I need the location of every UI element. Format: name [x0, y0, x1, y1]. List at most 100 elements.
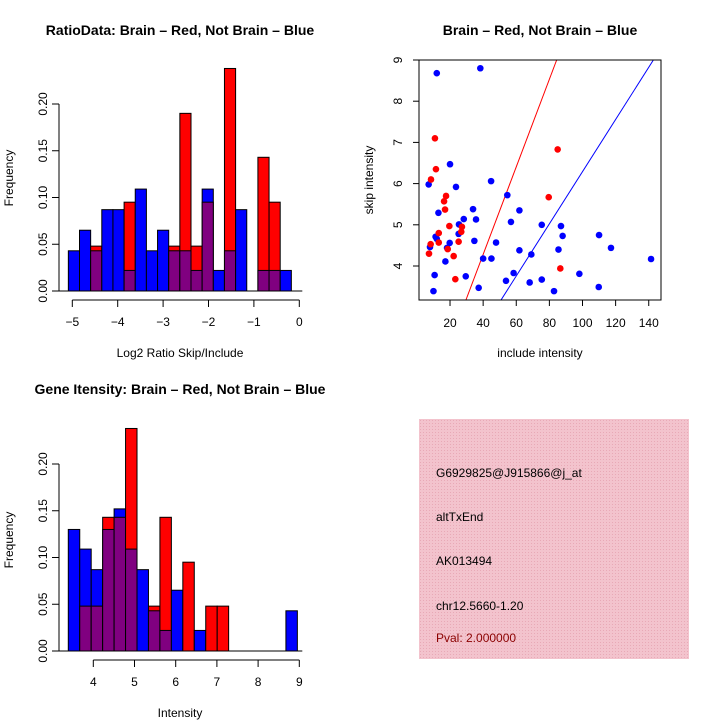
scatter-point-not-brain — [538, 276, 546, 283]
info-panel-background — [419, 419, 689, 659]
ratio-histogram-bar-not-brain — [212, 269, 225, 292]
scatter-point-not-brain — [492, 239, 500, 246]
scatter-point-not-brain — [510, 269, 517, 277]
gene-intensity-bar-not-brain — [136, 569, 149, 652]
scatter-title: Brain – Red, Not Brain – Blue — [443, 22, 638, 38]
gene-intensity-y-tick-label: 0.00 — [36, 639, 50, 663]
scatter-y-tick-label: 5 — [391, 221, 405, 228]
scatter-point-not-brain — [550, 287, 558, 295]
scatter-point-not-brain — [516, 247, 523, 254]
event-type: altTxEnd — [436, 510, 483, 524]
gene-intensity-ylabel: Frequency — [2, 512, 16, 569]
scatter-y-tick-label: 4 — [391, 262, 405, 269]
ratio-histogram-x-tick-label: −1 — [247, 315, 261, 329]
genomic-location: chr12.5660-1.20 — [436, 599, 524, 613]
gene-intensity-bar-brain — [182, 561, 195, 652]
ratio-histogram-y-tick-label: 0.05 — [36, 232, 50, 256]
scatter-point-not-brain — [559, 232, 566, 240]
gene-intensity-bar-overlap — [90, 605, 104, 652]
gene-intensity-x-tick-label: 4 — [90, 675, 97, 689]
gene-intensity-x-tick-label: 5 — [131, 675, 138, 689]
ratio-histogram-bar-not-brain — [235, 209, 248, 292]
scatter-x-tick-label: 80 — [543, 316, 557, 330]
scatter-point-not-brain — [538, 221, 546, 229]
ratio-histogram-bar-overlap — [268, 269, 281, 292]
ratio-histogram-bar-not-brain — [112, 209, 125, 292]
gene-intensity-y-tick-label: 0.10 — [36, 545, 50, 569]
ratio-histogram-bar-overlap — [90, 250, 103, 292]
scatter-ylabel: skip intensity — [362, 146, 376, 215]
gene-intensity-bar-not-brain — [67, 528, 81, 652]
scatter-point-not-brain — [469, 205, 477, 213]
ratio-histogram-bar-not-brain — [79, 229, 92, 292]
ratio-histogram-bar-not-brain — [67, 250, 81, 292]
scatter-y-tick-label: 8 — [391, 98, 405, 105]
ratio-histogram-bar-overlap — [257, 269, 270, 292]
scatter-point-not-brain — [425, 181, 432, 188]
scatter-point-not-brain — [471, 237, 478, 245]
scatter-point-brain — [444, 245, 452, 253]
scatter-y-tick-label: 6 — [391, 180, 405, 187]
scatter-point-brain — [457, 228, 465, 236]
scatter-point-not-brain — [477, 64, 484, 72]
scatter-y-tick-label: 9 — [391, 56, 405, 63]
scatter-xlabel: include intensity — [497, 346, 582, 360]
scatter-point-not-brain — [488, 255, 495, 262]
ratio-histogram-bar-overlap — [223, 250, 237, 292]
scatter-point-brain — [440, 198, 448, 205]
ratio-histogram-bar-not-brain — [145, 250, 159, 292]
scatter-point-not-brain — [502, 277, 510, 285]
gene-intensity-y-tick-label: 0.20 — [36, 452, 50, 476]
scatter-point-not-brain — [487, 177, 495, 185]
ratio-histogram-x-tick-label: −4 — [111, 315, 125, 329]
gene-intensity-bar-overlap — [147, 610, 161, 652]
scatter-point-brain — [455, 238, 462, 245]
gene-intensity-bar-overlap — [102, 528, 115, 652]
scatter-point-not-brain — [576, 270, 583, 278]
ratio-histogram-x-tick-label: −3 — [156, 315, 170, 329]
scatter-point-not-brain — [595, 231, 603, 239]
ratio-histogram-xlabel: Log2 Ratio Skip/Include — [117, 346, 244, 360]
gene-intensity-title: Gene Itensity: Brain – Red, Not Brain – … — [35, 381, 326, 397]
gene-intensity-bar-not-brain — [193, 629, 207, 652]
ratio-histogram-title: RatioData: Brain – Red, Not Brain – Blue — [46, 22, 315, 38]
scatter-point-not-brain — [479, 255, 487, 262]
scatter-x-tick-label: 60 — [510, 316, 524, 330]
ratio-histogram-bar-not-brain — [101, 209, 114, 292]
scatter-point-brain — [435, 229, 443, 237]
scatter-point-not-brain — [435, 209, 442, 217]
scatter-point-not-brain — [452, 183, 460, 191]
gene-intensity-x-tick-label: 6 — [172, 675, 179, 689]
scatter-point-brain — [446, 222, 453, 230]
scatter-plot-box — [418, 59, 662, 301]
scatter-x-tick-label: 40 — [476, 316, 490, 330]
ratio-histogram-bar-not-brain — [157, 229, 170, 292]
scatter-point-brain — [545, 193, 553, 201]
gene-intensity-bar-not-brain — [285, 610, 298, 652]
ratio-histogram-bar-overlap — [179, 250, 192, 292]
gene-intensity-xlabel: Intensity — [158, 706, 203, 720]
gene-intensity-bar-brain — [216, 605, 230, 652]
scatter-x-tick-label: 100 — [572, 316, 592, 330]
scatter-point-not-brain — [431, 271, 438, 279]
ratio-histogram: RatioData: Brain – Red, Not Brain – Blue… — [2, 22, 314, 360]
scatter-point-brain — [442, 192, 450, 200]
scatter-x-tick-label: 120 — [606, 316, 626, 330]
ratio-histogram-y-tick-label: 0.20 — [36, 92, 50, 116]
ratio-histogram-bar-not-brain — [134, 188, 147, 292]
ratio-histogram-bar-overlap — [190, 269, 203, 292]
intensity-scatter: Brain – Red, Not Brain – Blue include in… — [362, 22, 662, 360]
scatter-point-not-brain — [528, 251, 535, 258]
scatter-point-not-brain — [462, 273, 470, 280]
gene-intensity-histogram: Gene Itensity: Brain – Red, Not Brain – … — [2, 381, 326, 720]
scatter-point-not-brain — [446, 239, 453, 247]
ratio-histogram-bar-overlap — [168, 250, 181, 292]
gene-intensity-y-tick-label: 0.15 — [36, 499, 50, 523]
scatter-point-brain — [431, 134, 439, 142]
scatter-point-not-brain — [507, 218, 515, 226]
probe-id: G6929825@J915866@j_at — [436, 466, 582, 480]
scatter-point-not-brain — [607, 244, 615, 252]
gene-intensity-bar-not-brain — [170, 589, 184, 652]
gene-intensity-bar-overlap — [159, 629, 172, 652]
scatter-point-not-brain — [475, 284, 482, 292]
